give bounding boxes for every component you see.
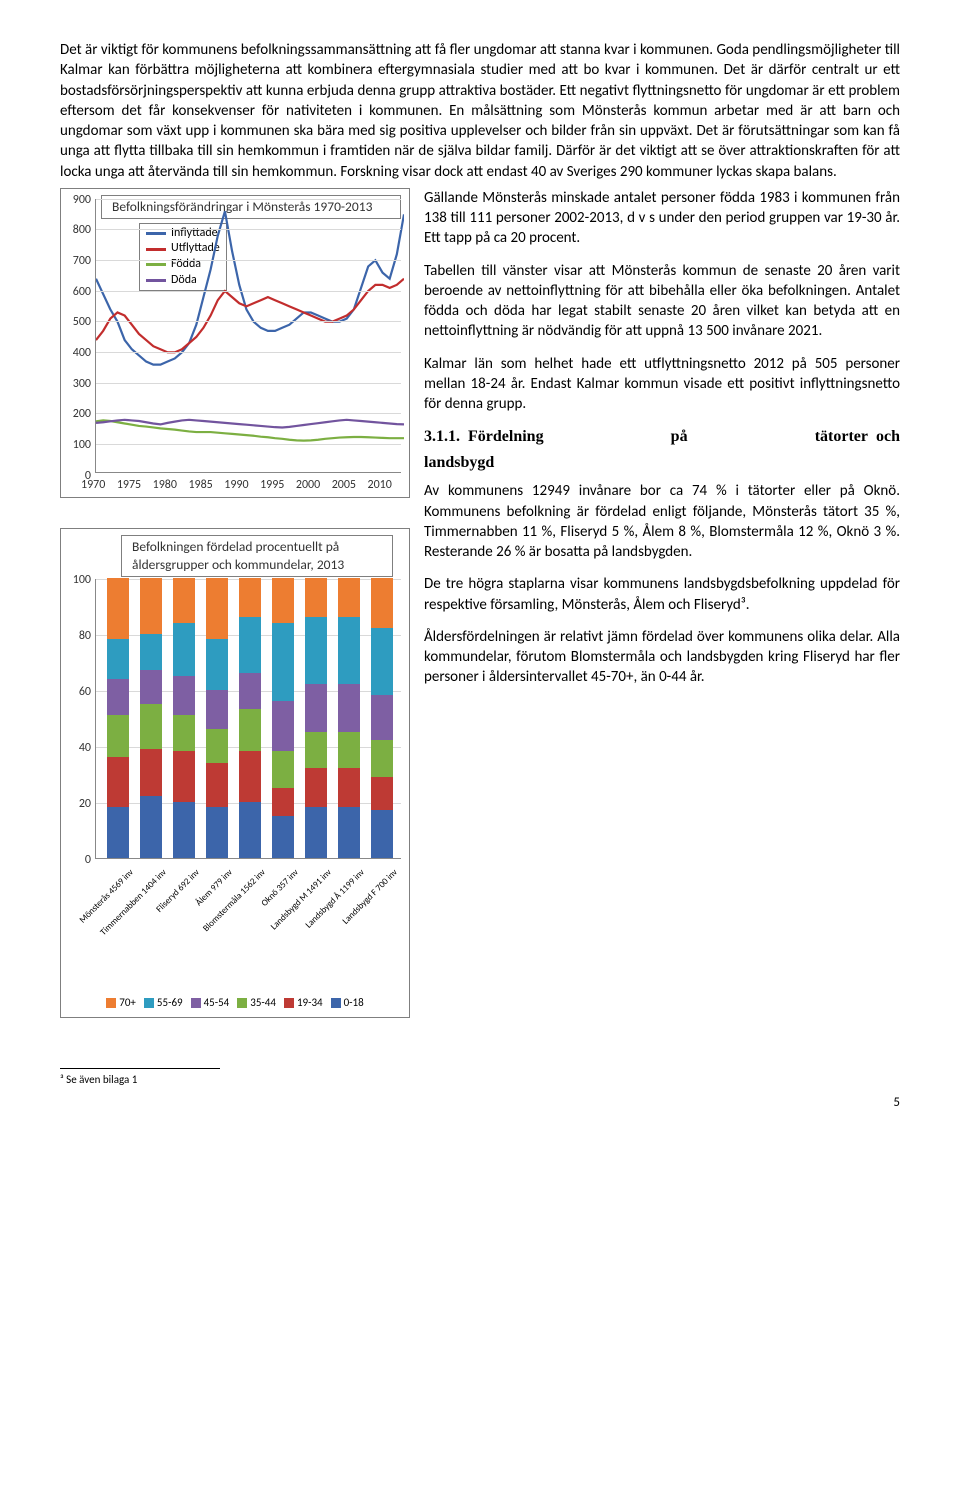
para-74pct: Av kommunens 12949 invånare bor ca 74 % … <box>424 481 900 562</box>
para-aldersfordelning: Åldersfördelningen är relativt jämn förd… <box>424 627 900 688</box>
footnote: ³ Se även bilaga 1 <box>60 1073 900 1088</box>
heading-landsbygd: landsbygd <box>424 452 900 474</box>
para-netto: Tabellen till vänster visar att Mönsterå… <box>424 261 900 342</box>
heading-311: 3.1.1. Fördelning på tätorter och <box>424 426 900 448</box>
chart-population-changes: Befolkningsförändringar i Mönsterås 1970… <box>60 188 410 498</box>
chart-population-distribution: Befolkningen fördelad procentuellt på ål… <box>60 528 410 1018</box>
intro-text: Det är viktigt för kommunens befolknings… <box>60 40 900 182</box>
footnote-rule <box>60 1068 220 1069</box>
page-number: 5 <box>60 1094 900 1112</box>
chart2-title: Befolkningen fördelad procentuellt på ål… <box>121 535 393 577</box>
para-tre-staplar: De tre högra staplarna visar kommunens l… <box>424 574 900 615</box>
para-kalmar: Kalmar län som helhet hade ett utflyttni… <box>424 354 900 415</box>
para-1983: Gällande Mönsterås minskade antalet pers… <box>424 188 900 249</box>
